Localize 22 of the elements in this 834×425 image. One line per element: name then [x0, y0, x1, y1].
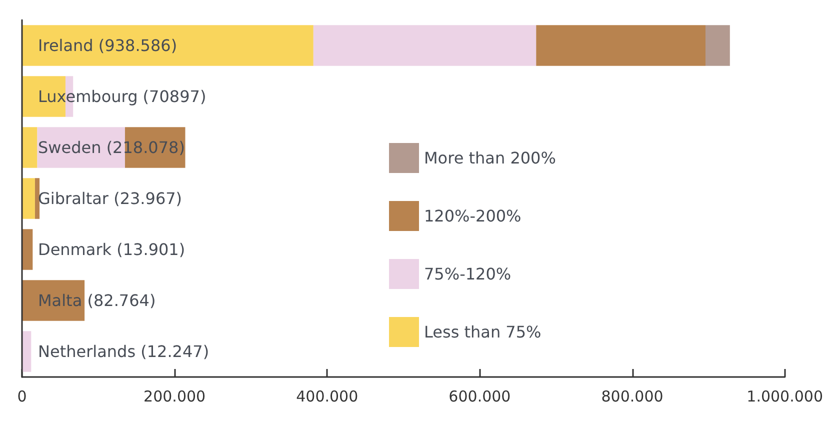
y-tick-label: Denmark (13.901) [38, 240, 186, 259]
bar [705, 25, 730, 66]
y-tick-label: Netherlands (12.247) [38, 342, 210, 361]
bar [22, 25, 314, 66]
bar [34, 178, 40, 219]
bar [22, 280, 85, 321]
x-tick-label: 800.000 [601, 388, 664, 406]
legend-label: 120%-200% [424, 206, 522, 226]
bar [22, 178, 35, 219]
legend-label: Less than 75% [424, 322, 542, 342]
x-tick-label: 600.000 [448, 388, 511, 406]
legend-label: More than 200% [424, 148, 556, 168]
bar [22, 127, 38, 168]
y-tick-label: Ireland (938.586) [38, 36, 178, 55]
legend-label: 75%-120% [424, 264, 512, 284]
x-tick-label: 1.000.000 [746, 388, 823, 406]
bar [536, 25, 706, 66]
x-tick-label: 0 [17, 388, 27, 406]
y-tick-label: Malta (82.764) [38, 291, 156, 310]
bar [313, 25, 536, 66]
x-tick-label: 200.000 [144, 388, 206, 406]
x-tick-label: 400.000 [296, 388, 358, 406]
